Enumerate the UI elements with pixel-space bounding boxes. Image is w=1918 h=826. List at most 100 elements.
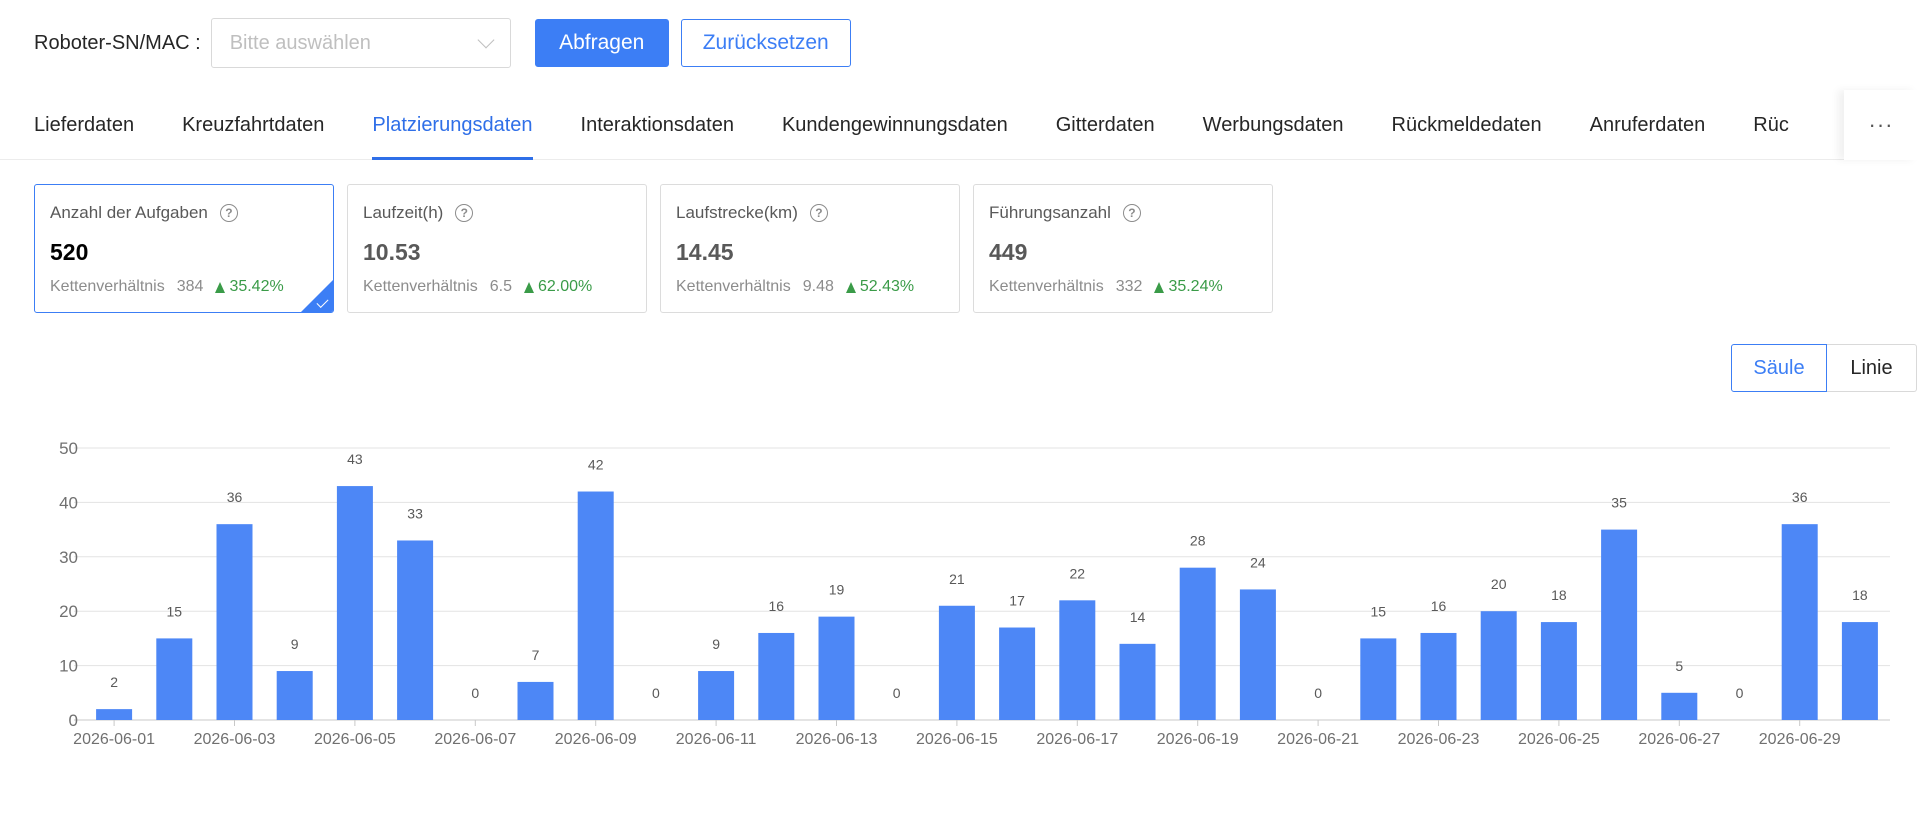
bar [698, 671, 735, 720]
data-label: 7 [532, 647, 540, 663]
data-label: 16 [769, 598, 785, 614]
bar [1239, 589, 1276, 720]
tab-6[interactable]: Werbungsdaten [1202, 114, 1344, 136]
x-tick-label: 2026-06-29 [1759, 731, 1841, 748]
help-icon[interactable]: ? [809, 204, 828, 222]
card-title-row: Laufzeit(h)? [363, 203, 631, 223]
y-tick-label: 40 [59, 493, 78, 512]
x-tick-label: 2026-06-15 [916, 731, 998, 748]
bar [577, 491, 614, 720]
data-label: 43 [347, 451, 363, 467]
data-label: 15 [1371, 603, 1387, 619]
x-tick-label: 2026-06-07 [434, 731, 516, 748]
more-tabs-icon[interactable]: ··· [1844, 90, 1918, 160]
bar [1601, 529, 1638, 720]
data-label: 36 [1792, 489, 1808, 505]
tab-1[interactable]: Kreuzfahrtdaten [182, 114, 325, 136]
metric-card[interactable]: Laufzeit(h)? 10.53 Kettenverhältnis 6.5 62.0… [347, 184, 647, 313]
data-label: 0 [652, 685, 660, 701]
x-tick-label: 2026-06-13 [796, 731, 878, 748]
y-tick-label: 50 [59, 439, 78, 458]
bar [1420, 632, 1457, 720]
tab-8[interactable]: Anruferdaten [1589, 114, 1706, 136]
tab-2[interactable]: Platzierungsdaten [372, 90, 533, 160]
ratio-change: 62.00% [523, 278, 592, 296]
help-icon[interactable]: ? [219, 204, 238, 222]
card-title: Anzahl der Aufgaben [50, 203, 208, 222]
help-icon[interactable]: ? [455, 204, 474, 222]
column-chart-button[interactable]: Säule [1731, 344, 1827, 392]
metric-card[interactable]: Laufstrecke(km)? 14.45 Kettenverhältnis 9.4… [660, 184, 960, 313]
data-label: 21 [949, 571, 965, 587]
bar [818, 616, 855, 720]
data-label: 9 [712, 636, 720, 652]
bar [1360, 638, 1397, 720]
data-label: 24 [1250, 554, 1266, 570]
bar [1119, 643, 1156, 720]
metric-card[interactable]: Führungsanzahl? 449 Kettenverhältnis 332 35.… [973, 184, 1273, 313]
tab-3[interactable]: Interaktionsdaten [580, 114, 734, 136]
bar [938, 605, 975, 720]
tab-0[interactable]: Lieferdaten [34, 114, 135, 136]
data-label: 14 [1130, 609, 1146, 625]
card-title-row: Anzahl der Aufgaben? [50, 203, 318, 223]
ratio-previous-value: 332 [1115, 278, 1143, 295]
chart-type-toggle: Säule Linie [1731, 344, 1917, 392]
data-label: 0 [471, 685, 479, 701]
card-value: 10.53 [363, 239, 421, 265]
tab-list: Lieferdaten Kreuzfahrtdaten Platzierungsda… [34, 90, 1844, 160]
x-tick-label: 2026-06-25 [1518, 731, 1600, 748]
x-tick-label: 2026-06-05 [314, 731, 396, 748]
card-ratio: Kettenverhältnis 9.48 52.43% [676, 278, 944, 296]
line-chart-button[interactable]: Linie [1827, 344, 1917, 392]
card-title: Laufstrecke(km) [676, 203, 798, 222]
ratio-previous-value: 9.48 [802, 278, 834, 295]
tab-9[interactable]: Rüc [1753, 114, 1789, 136]
card-value: 449 [989, 239, 1028, 265]
bar [397, 540, 434, 720]
ratio-change: 35.24% [1154, 278, 1223, 296]
bar [336, 486, 373, 720]
data-label: 42 [588, 457, 604, 473]
reset-button[interactable]: Zurücksetzen [680, 19, 851, 67]
ratio-change: 35.42% [215, 278, 284, 296]
robot-sn-placeholder: Bitte auswählen [229, 31, 371, 54]
tab-5[interactable]: Gitterdaten [1055, 114, 1155, 136]
query-button[interactable]: Abfragen [534, 19, 669, 67]
metric-card[interactable]: Anzahl der Aufgaben? 520 Kettenverhältnis 3… [34, 184, 334, 313]
data-label: 0 [893, 685, 901, 701]
data-label: 16 [1431, 598, 1447, 614]
help-icon[interactable]: ? [1122, 204, 1141, 222]
card-title: Führungsanzahl [989, 203, 1111, 222]
x-tick-label: 2026-06-03 [194, 731, 276, 748]
y-tick-label: 0 [69, 711, 78, 730]
robot-sn-select[interactable]: Bitte auswählen [210, 18, 511, 68]
ratio-previous-value: 6.5 [489, 278, 512, 295]
data-label: 9 [291, 636, 299, 652]
data-label: 2 [110, 674, 118, 690]
tab-7[interactable]: Rückmeldedaten [1391, 114, 1542, 136]
data-label: 5 [1675, 658, 1683, 674]
card-title: Laufzeit(h) [363, 203, 444, 222]
tab-4[interactable]: Kundengewinnungsdaten [781, 114, 1008, 136]
bar [758, 632, 795, 720]
selected-corner [301, 280, 333, 312]
data-tabs: Lieferdaten Kreuzfahrtdaten Platzierungsda… [0, 90, 1918, 160]
data-label: 0 [1736, 685, 1744, 701]
bar [517, 681, 554, 720]
bar [156, 638, 193, 720]
robot-sn-label: Roboter-SN/MAC : [34, 31, 201, 54]
x-tick-label: 2026-06-01 [73, 731, 155, 748]
ratio-change: 52.43% [845, 278, 914, 296]
data-label: 33 [407, 505, 423, 521]
y-tick-label: 30 [59, 548, 78, 567]
bar [1179, 567, 1216, 720]
data-label: 19 [829, 582, 845, 598]
y-tick-label: 20 [59, 602, 78, 621]
card-title-row: Führungsanzahl? [989, 203, 1257, 223]
x-tick-label: 2026-06-17 [1036, 731, 1118, 748]
ratio-label: Kettenverhältnis [363, 278, 478, 295]
ratio-change-value: 35.42% [229, 278, 284, 295]
card-ratio: Kettenverhältnis 332 35.24% [989, 278, 1257, 296]
data-label: 20 [1491, 576, 1507, 592]
